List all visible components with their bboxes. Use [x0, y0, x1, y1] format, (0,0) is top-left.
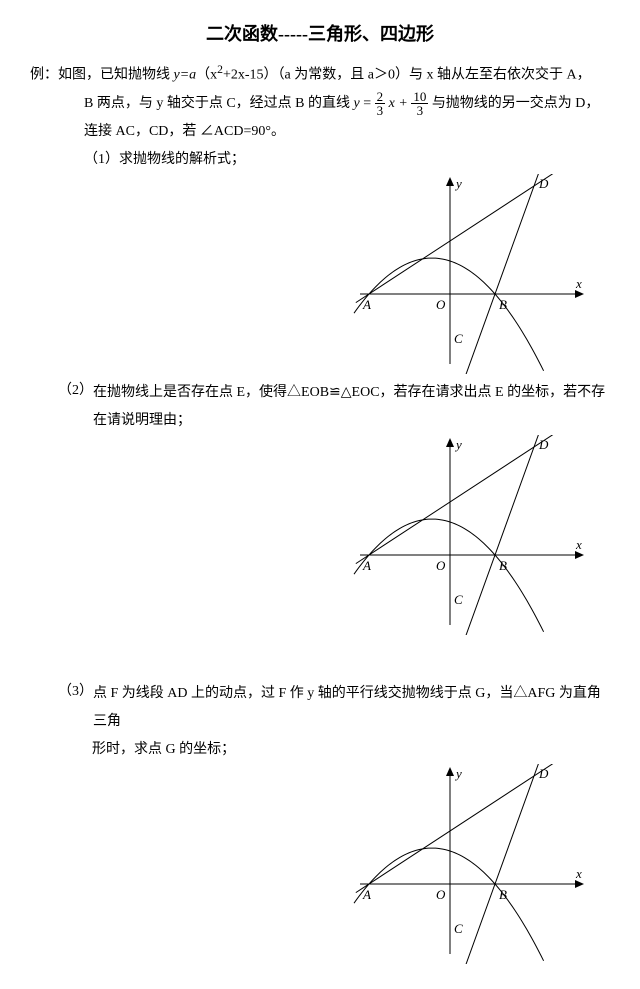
q3-txt1: 点 F 为线段 AD 上的动点，过 F 作 y 轴的平行线交抛物线于点 G，当△… — [93, 680, 610, 736]
svg-text:O: O — [436, 297, 446, 312]
frac1-d: 3 — [375, 103, 386, 117]
svg-text:D: D — [538, 766, 549, 781]
figure-1: y x A O B C D — [350, 174, 590, 374]
svg-text:C: C — [454, 592, 463, 607]
frac2-d: 3 — [411, 103, 428, 117]
svg-text:C: C — [454, 921, 463, 936]
svg-text:y: y — [454, 176, 462, 191]
eq1-rest: +2x-15） — [223, 68, 278, 83]
t1b: （a 为常数，且 a＞0）与 x 轴从左至右依次交于 A， — [278, 68, 591, 83]
svg-text:x: x — [575, 537, 582, 552]
svg-text:B: B — [499, 297, 507, 312]
t2a: B 两点，与 y 轴交于点 C，经过点 B 的直线 — [84, 96, 354, 111]
frac2-n: 10 — [411, 90, 428, 103]
figure-3-wrap: y x A O B C D — [30, 764, 610, 969]
figure-1-wrap: y x A O B C D — [30, 174, 610, 379]
lead: 例：如图， — [30, 68, 100, 83]
problem-intro: 例：如图，已知抛物线 y=a（x2+2x-15）（a 为常数，且 a＞0）与 x… — [30, 58, 610, 90]
svg-text:O: O — [436, 558, 446, 573]
svg-text:x: x — [575, 866, 582, 881]
svg-text:D: D — [538, 176, 549, 191]
q2-num: （2） — [58, 379, 93, 435]
svg-text:B: B — [499, 558, 507, 573]
figure-2: y x A O B C D — [350, 435, 590, 635]
svg-text:O: O — [436, 887, 446, 902]
svg-text:y: y — [454, 766, 462, 781]
svg-text:A: A — [362, 558, 371, 573]
eq2-frac1: 23 — [375, 90, 386, 117]
svg-text:C: C — [454, 331, 463, 346]
t2b: 与抛物线的另一交点为 D， — [428, 96, 599, 111]
svg-text:y: y — [454, 437, 462, 452]
eq2-x: x + — [385, 96, 411, 111]
q3-line2: 形时，求点 G 的坐标； — [30, 736, 610, 764]
eq1-paren: （x — [196, 68, 217, 83]
frac1-n: 2 — [375, 90, 386, 103]
intro-line2: B 两点，与 y 轴交于点 C，经过点 B 的直线 y = 23 x + 103… — [30, 90, 610, 118]
svg-text:A: A — [362, 297, 371, 312]
eq2-eq: = — [360, 96, 375, 111]
page-title: 二次函数-----三角形、四边形 — [30, 20, 610, 46]
q3-line1: （3） 点 F 为线段 AD 上的动点，过 F 作 y 轴的平行线交抛物线于点 … — [30, 680, 610, 736]
figure-2-wrap: y x A O B C D — [30, 435, 610, 640]
q3-num: （3） — [58, 680, 93, 736]
eq2-frac2: 103 — [411, 90, 428, 117]
t1a: 已知抛物线 — [100, 68, 174, 83]
svg-text:x: x — [575, 276, 582, 291]
intro-line3: 连接 AC，CD，若 ∠ACD=90°。 — [30, 118, 610, 146]
eq1-lhs: y=a — [174, 68, 197, 83]
q1: （1）求抛物线的解析式； — [30, 146, 610, 174]
svg-text:D: D — [538, 437, 549, 452]
q2: （2） 在抛物线上是否存在点 E，使得△EOB≌△EOC，若存在请求出点 E 的… — [30, 379, 610, 435]
q2-txt: 在抛物线上是否存在点 E，使得△EOB≌△EOC，若存在请求出点 E 的坐标，若… — [93, 379, 610, 435]
figure-3: y x A O B C D — [350, 764, 590, 964]
svg-text:A: A — [362, 887, 371, 902]
svg-text:B: B — [499, 887, 507, 902]
